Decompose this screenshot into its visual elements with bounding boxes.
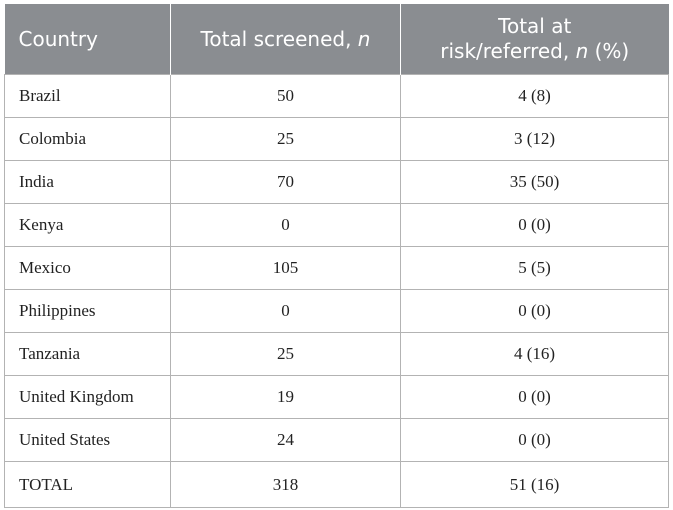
table-row: Mexico 105 5 (5) xyxy=(4,246,669,290)
at-risk-cell: 0 (0) xyxy=(400,289,669,333)
screened-cell: 105 xyxy=(170,246,401,290)
total-row: TOTAL 318 51 (16) xyxy=(4,461,669,508)
table-row: Tanzania 25 4 (16) xyxy=(4,332,669,376)
screened-cell: 25 xyxy=(170,117,401,161)
header-risk-n: n xyxy=(575,39,589,63)
table-row: Brazil 50 4 (8) xyxy=(4,74,669,118)
at-risk-cell: 4 (16) xyxy=(400,332,669,376)
header-screened-n: n xyxy=(357,26,371,51)
country-cell: United Kingdom xyxy=(4,375,171,419)
total-at-risk-cell: 51 (16) xyxy=(400,461,669,508)
country-cell: Tanzania xyxy=(4,332,171,376)
header-total-at-risk: Total at risk/referred, n (%) xyxy=(400,4,669,75)
table-row: Philippines 0 0 (0) xyxy=(4,289,669,333)
screened-cell: 50 xyxy=(170,74,401,118)
header-risk-line1: Total at xyxy=(498,14,572,38)
header-country: Country xyxy=(4,4,171,75)
country-cell: Colombia xyxy=(4,117,171,161)
screening-table: Country Total screened, n Total at risk/… xyxy=(4,4,669,508)
table-row: United Kingdom 19 0 (0) xyxy=(4,375,669,419)
screened-cell: 70 xyxy=(170,160,401,204)
screened-cell: 24 xyxy=(170,418,401,462)
header-total-screened: Total screened, n xyxy=(170,4,401,75)
total-screened-cell: 318 xyxy=(170,461,401,508)
country-cell: Brazil xyxy=(4,74,171,118)
header-risk-line2-prefix: risk/referred, xyxy=(440,39,576,63)
country-cell: Mexico xyxy=(4,246,171,290)
at-risk-cell: 0 (0) xyxy=(400,203,669,247)
at-risk-cell: 4 (8) xyxy=(400,74,669,118)
at-risk-cell: 3 (12) xyxy=(400,117,669,161)
screened-cell: 19 xyxy=(170,375,401,419)
table-row: Kenya 0 0 (0) xyxy=(4,203,669,247)
table-row: India 70 35 (50) xyxy=(4,160,669,204)
at-risk-cell: 5 (5) xyxy=(400,246,669,290)
country-cell: Kenya xyxy=(4,203,171,247)
table-row: United States 24 0 (0) xyxy=(4,418,669,462)
at-risk-cell: 35 (50) xyxy=(400,160,669,204)
total-label-cell: TOTAL xyxy=(4,461,171,508)
screened-cell: 0 xyxy=(170,289,401,333)
header-row: Country Total screened, n Total at risk/… xyxy=(4,4,669,75)
header-screened-prefix: Total screened, xyxy=(200,26,358,51)
header-country-label: Country xyxy=(18,26,98,51)
screened-cell: 25 xyxy=(170,332,401,376)
country-cell: United States xyxy=(4,418,171,462)
at-risk-cell: 0 (0) xyxy=(400,375,669,419)
at-risk-cell: 0 (0) xyxy=(400,418,669,462)
header-risk-line2-suffix: (%) xyxy=(588,39,630,63)
country-cell: India xyxy=(4,160,171,204)
country-cell: Philippines xyxy=(4,289,171,333)
screened-cell: 0 xyxy=(170,203,401,247)
table-row: Colombia 25 3 (12) xyxy=(4,117,669,161)
